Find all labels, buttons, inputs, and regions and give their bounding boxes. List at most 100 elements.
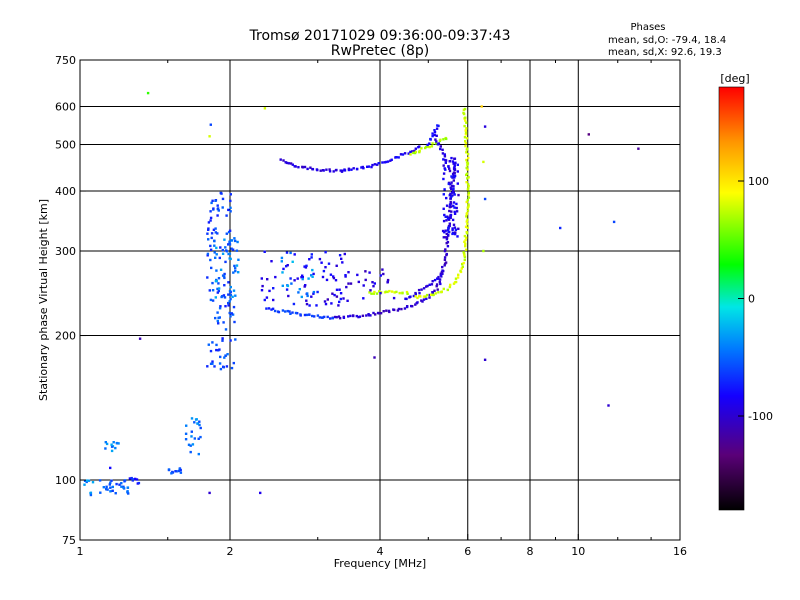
echo-point: [462, 251, 465, 254]
y-tick-label: 75: [62, 534, 76, 547]
echo-point: [456, 170, 459, 173]
echo-point: [334, 279, 338, 282]
echo-point: [439, 138, 442, 141]
echo-point: [441, 152, 445, 155]
echo-point: [587, 133, 590, 136]
echo-point: [289, 312, 292, 315]
echo-point: [221, 248, 224, 252]
echo-point: [382, 272, 385, 276]
echo-point: [347, 282, 350, 285]
echo-point: [335, 316, 338, 319]
echo-point: [209, 216, 213, 220]
echo-point: [447, 218, 451, 221]
echo-point: [126, 490, 129, 493]
echo-point: [327, 262, 331, 265]
echo-point: [261, 284, 264, 288]
echo-point: [221, 197, 225, 201]
echo-point: [232, 271, 235, 274]
echo-point: [303, 165, 307, 169]
echo-point: [339, 169, 342, 172]
y-axis: 75 100 200 300 400 500 600 750: [55, 54, 86, 547]
echo-point: [447, 182, 450, 186]
echo-point: [444, 158, 447, 162]
echo-point: [366, 165, 369, 168]
echo-point: [409, 295, 412, 298]
echo-point: [447, 226, 450, 229]
echo-point: [328, 168, 331, 171]
echo-point: [439, 273, 442, 277]
echo-point: [377, 162, 380, 165]
echo-point: [338, 288, 341, 291]
echo-point: [260, 277, 263, 280]
echo-point: [442, 236, 445, 239]
echo-point: [465, 172, 469, 175]
echo-point: [383, 161, 386, 164]
echo-point: [386, 160, 390, 163]
echo-point: [389, 159, 392, 162]
echo-point: [374, 313, 377, 316]
echo-point: [390, 290, 394, 293]
echo-point: [217, 289, 220, 293]
echo-point: [210, 236, 213, 240]
echo-point: [465, 151, 468, 154]
echo-point: [105, 442, 109, 446]
echo-point: [308, 258, 311, 261]
echo-point: [291, 311, 294, 314]
echo-point: [384, 290, 388, 293]
echo-point: [216, 311, 219, 314]
echo-point: [225, 214, 228, 217]
echo-point: [451, 218, 455, 222]
echo-point: [267, 307, 271, 310]
echo-point: [218, 307, 222, 310]
echo-point: [219, 305, 222, 308]
echo-point: [466, 168, 469, 171]
echo-point: [197, 437, 200, 440]
echo-point: [91, 481, 95, 484]
echo-point: [217, 282, 220, 285]
echo-point: [300, 295, 303, 299]
echo-point: [174, 470, 177, 473]
echo-point: [306, 294, 309, 298]
echo-point: [378, 290, 381, 293]
echo-point: [449, 283, 452, 287]
echo-point: [456, 276, 460, 279]
y-tick-label: 500: [55, 139, 76, 152]
echo-point: [434, 142, 438, 145]
echo-point: [112, 441, 115, 444]
echo-point: [443, 213, 446, 217]
echo-point: [214, 231, 217, 234]
echo-point: [416, 301, 419, 304]
echo-point: [435, 283, 439, 286]
echo-point: [440, 275, 443, 278]
echo-point: [315, 304, 318, 307]
echo-point: [357, 315, 360, 319]
echo-point: [223, 272, 226, 276]
echo-point: [406, 292, 409, 295]
echo-point: [466, 183, 470, 186]
echo-point: [437, 277, 440, 280]
echo-point: [311, 167, 314, 171]
echo-point: [206, 254, 209, 257]
echo-point: [214, 199, 217, 202]
echo-point: [368, 291, 371, 294]
echo-point: [465, 200, 468, 204]
echo-point: [464, 145, 467, 148]
echo-point: [323, 300, 327, 303]
echo-point: [445, 232, 448, 236]
echo-point: [115, 441, 118, 445]
echo-point: [349, 282, 353, 285]
echo-point: [222, 294, 226, 297]
echo-point: [307, 277, 310, 280]
colorbar-ticks: 100 0 -100: [738, 175, 773, 423]
echo-point: [303, 265, 306, 268]
echo-point: [215, 253, 218, 256]
x-tick-label: 2: [227, 545, 234, 558]
echo-point: [217, 209, 220, 212]
echo-point: [228, 229, 232, 232]
echo-point: [482, 249, 485, 253]
echo-point: [444, 168, 447, 171]
echo-point: [321, 316, 324, 319]
echo-point: [446, 229, 450, 232]
echo-point: [115, 482, 118, 486]
echo-point: [449, 192, 452, 196]
